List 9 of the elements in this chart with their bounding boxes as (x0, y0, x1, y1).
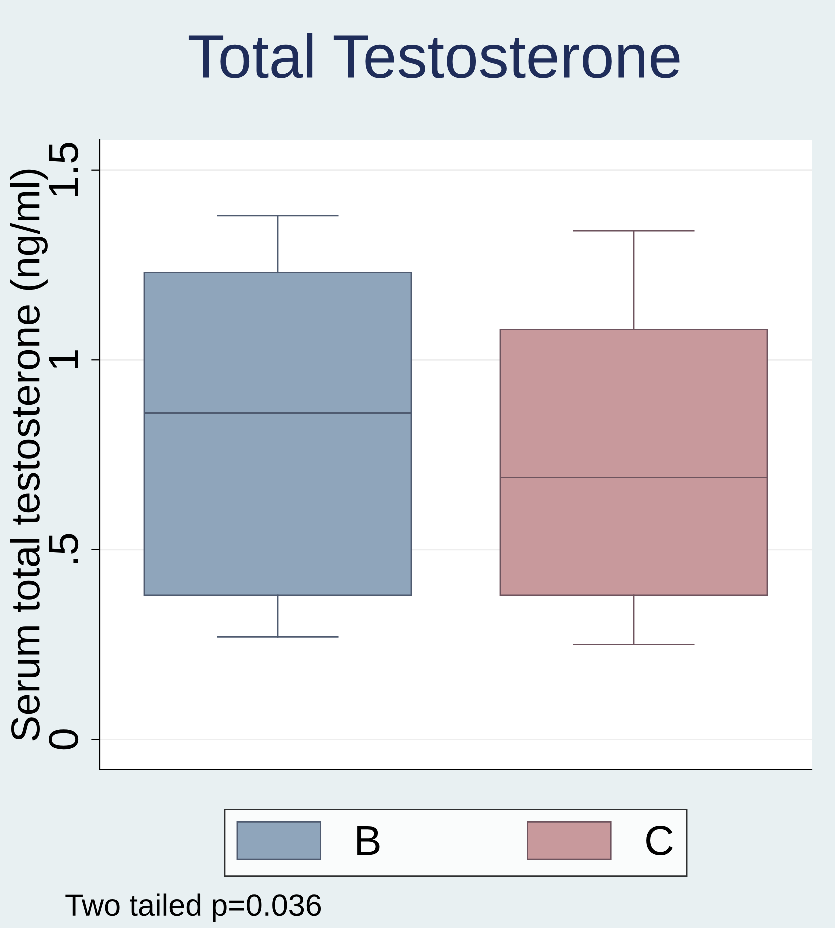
y-axis-title: Serum total testosterone (ng/ml) (10, 170, 48, 741)
legend-label: C (646, 826, 673, 856)
y-tick-label: .5 (49, 534, 79, 564)
y-tick-label: 0 (49, 730, 79, 750)
y-tick-label: 1 (49, 350, 78, 369)
text: Two tailed p=0.036 (66, 894, 322, 922)
y-tick-label: 1.5 (49, 143, 79, 196)
chart-title: Total Testosterone (188, 34, 680, 78)
legend-label: B (358, 826, 380, 856)
